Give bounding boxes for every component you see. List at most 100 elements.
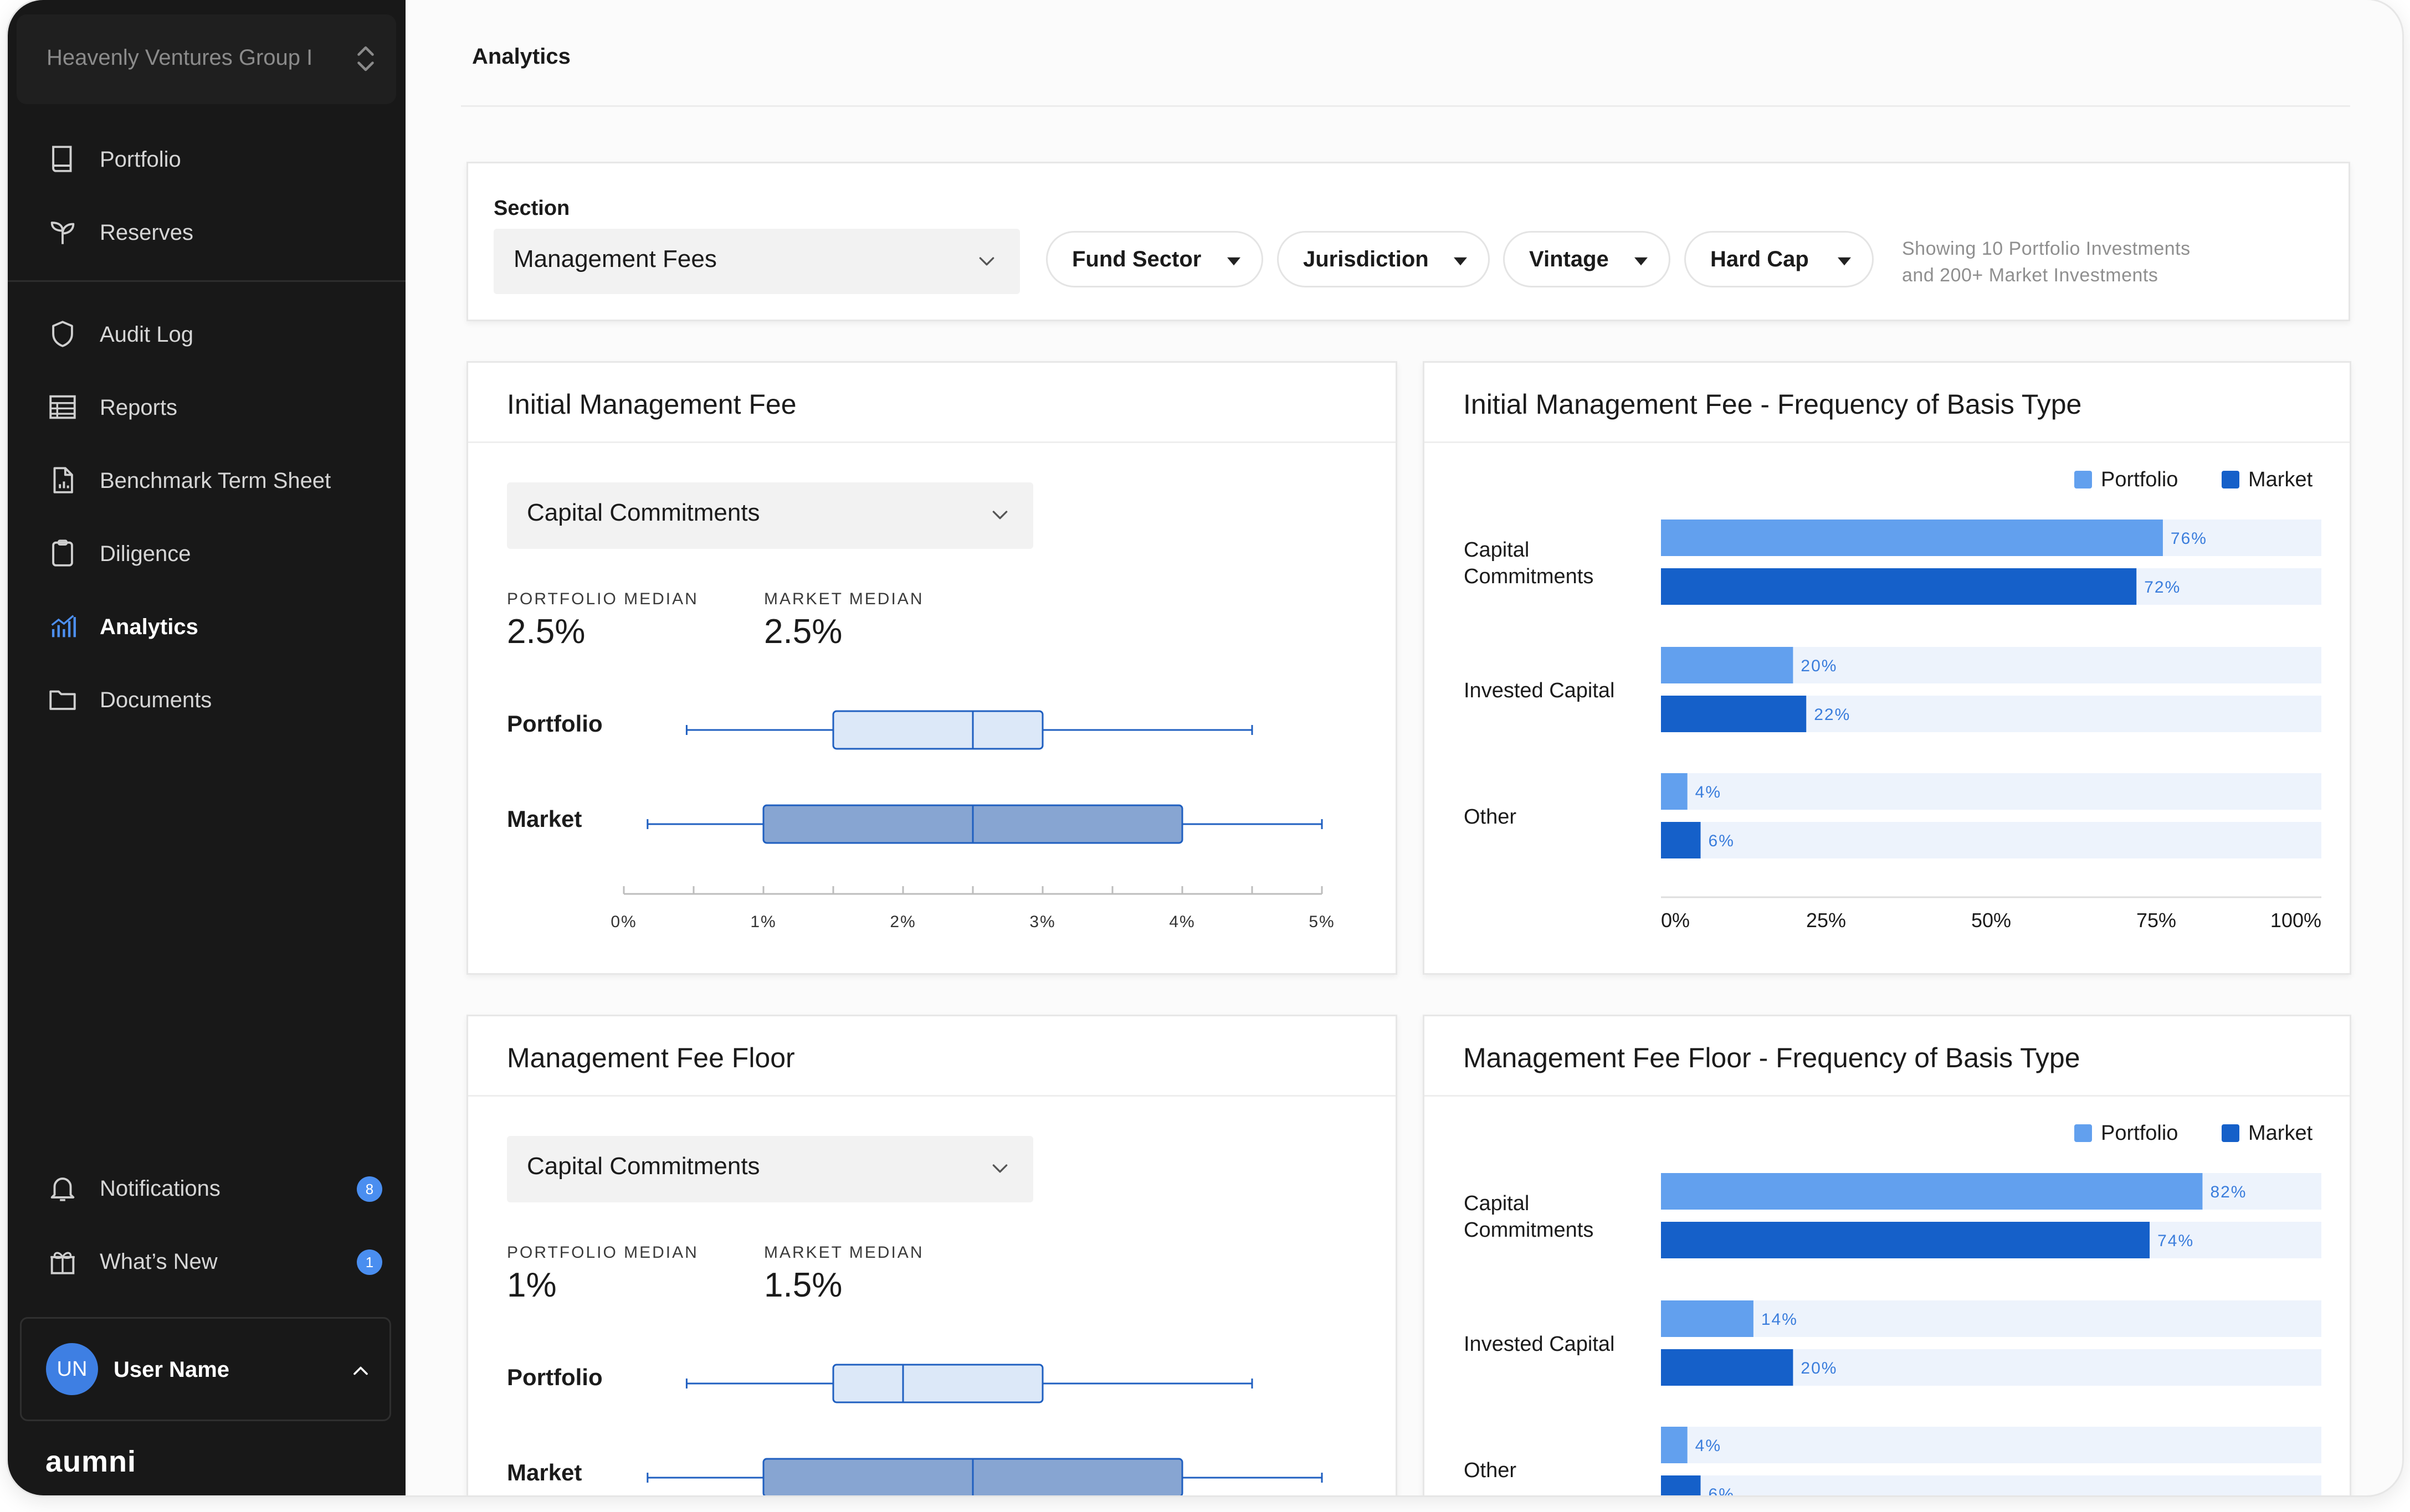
caret-down-icon	[1634, 257, 1648, 266]
legend-label-portfolio: Portfolio	[2101, 468, 2178, 491]
initial-fee-card: Initial Management Fee Capital Commitmen…	[466, 361, 1397, 975]
bar-portfolio	[1661, 1300, 1753, 1337]
card-title: Management Fee Floor	[507, 1042, 795, 1073]
nav-item-whats-new[interactable]: What’s New 1	[8, 1231, 406, 1292]
category-label: Commitments	[1464, 565, 1593, 588]
page-title: Analytics	[472, 44, 571, 69]
fund-sector-filter[interactable]: Fund Sector	[1046, 231, 1263, 287]
hard-cap-filter[interactable]: Hard Cap	[1684, 231, 1874, 287]
caret-down-icon	[1838, 257, 1851, 266]
filter-label: Vintage	[1529, 247, 1609, 271]
category-label: Commitments	[1464, 1218, 1593, 1242]
folder-icon	[49, 690, 76, 710]
nav-item-reports[interactable]: Reports	[8, 377, 406, 438]
iqr-box	[832, 1364, 1044, 1403]
bar-track	[1661, 1427, 2321, 1463]
portfolio-median-value: 1%	[507, 1266, 557, 1304]
legend-label-market: Market	[2248, 1122, 2313, 1145]
nav-item-benchmark-term-sheet[interactable]: Benchmark Term Sheet	[8, 450, 406, 511]
bar-track	[1661, 773, 2321, 810]
bar-portfolio	[1661, 773, 1688, 810]
aumni-logo: aumni	[45, 1445, 137, 1478]
x-tick-label: 25%	[1806, 909, 1846, 932]
legend-swatch-portfolio	[2074, 471, 2092, 488]
fee-floor-boxplot	[647, 1364, 1323, 1495]
row-label-market: Market	[507, 806, 582, 832]
bar-value-label: 72%	[2144, 578, 2181, 596]
card-divider	[1424, 1095, 2350, 1097]
nav-item-diligence[interactable]: Diligence	[8, 523, 406, 584]
section-select[interactable]: Management Fees	[494, 229, 1020, 294]
table-icon	[49, 395, 76, 419]
portfolio-median-label: PORTFOLIO MEDIAN	[507, 590, 699, 608]
bar-track	[1661, 1300, 2321, 1337]
nav-item-portfolio[interactable]: Portfolio	[8, 128, 406, 189]
avatar: UN	[46, 1343, 98, 1395]
nav-item-reserves[interactable]: Reserves	[8, 202, 406, 263]
jurisdiction-filter[interactable]: Jurisdiction	[1277, 231, 1490, 287]
bell-icon	[50, 1177, 75, 1201]
iqr-box	[832, 710, 1044, 750]
legend-label-market: Market	[2248, 468, 2313, 491]
vintage-filter[interactable]: Vintage	[1503, 231, 1670, 287]
category-label: Invested Capital	[1464, 1333, 1615, 1356]
card-divider	[468, 1095, 1396, 1097]
bar-value-label: 4%	[1695, 1437, 1721, 1455]
card-divider	[1424, 441, 2350, 443]
nav-item-documents[interactable]: Documents	[8, 669, 406, 730]
showing-count-text: Showing 10 Portfolio Investments and 200…	[1902, 235, 2191, 289]
legend-swatch-market	[2222, 1124, 2239, 1142]
nav-label: Benchmark Term Sheet	[100, 469, 331, 493]
nav-label: Portfolio	[100, 147, 181, 172]
bar-chart-icon	[51, 615, 76, 637]
basis-select[interactable]: Capital Commitments	[507, 1136, 1033, 1202]
market-median-value: 1.5%	[764, 1266, 843, 1304]
bar-market	[1661, 568, 2137, 605]
bar-market	[1661, 1349, 1793, 1386]
row-label-market: Market	[507, 1459, 582, 1485]
nav-item-analytics[interactable]: Analytics	[8, 596, 406, 657]
card-title: Initial Management Fee - Frequency of Ba…	[1463, 389, 2082, 420]
nav-item-audit-log[interactable]: Audit Log	[8, 304, 406, 364]
app-window: Heavenly Ventures Group I Portfolio Rese…	[8, 0, 2402, 1495]
org-switcher[interactable]: Heavenly Ventures Group I	[17, 14, 396, 104]
legend-label-portfolio: Portfolio	[2101, 1122, 2178, 1145]
book-icon	[52, 146, 72, 172]
basis-select-value: Capital Commitments	[527, 499, 760, 526]
nav-label: Reserves	[100, 220, 193, 245]
nav-label: Notifications	[100, 1176, 221, 1201]
row-label-portfolio: Portfolio	[507, 1364, 603, 1390]
nav-label: Reports	[100, 395, 178, 420]
x-tick-label: 2%	[890, 913, 916, 931]
bar-market	[1661, 696, 1807, 732]
filter-label: Fund Sector	[1072, 247, 1202, 271]
basis-select-value: Capital Commitments	[527, 1153, 760, 1180]
initial-freq-card: Initial Management Fee - Frequency of Ba…	[1423, 361, 2351, 975]
filter-bar: Section Management Fees Fund Sector Juri…	[466, 162, 2350, 321]
sidebar: Heavenly Ventures Group I Portfolio Rese…	[8, 0, 406, 1495]
main-content: Analytics Section Management Fees Fund S…	[406, 0, 2402, 1495]
initial-freq-barchart: Portfolio Market Capital Commitments 76% 72% I…	[1464, 468, 2321, 932]
nav-item-notifications[interactable]: Notifications 8	[8, 1158, 406, 1218]
bar-portfolio	[1661, 647, 1793, 683]
x-tick-label: 3%	[1029, 913, 1055, 931]
legend-swatch-portfolio	[2074, 1124, 2092, 1142]
bar-portfolio	[1661, 1427, 1688, 1463]
notification-count-badge: 8	[357, 1176, 382, 1202]
row-label-portfolio: Portfolio	[507, 711, 603, 737]
market-median-label: MARKET MEDIAN	[764, 590, 924, 608]
market-median-value: 2.5%	[764, 613, 843, 651]
market-median-label: MARKET MEDIAN	[764, 1243, 924, 1262]
showing-line-2: and 200+ Market Investments	[1902, 265, 2158, 286]
bar-track	[1661, 822, 2321, 858]
showing-line-1: Showing 10 Portfolio Investments	[1902, 238, 2191, 259]
chevron-down-icon	[992, 511, 1008, 520]
shield-icon	[52, 321, 73, 347]
basis-select[interactable]: Capital Commitments	[507, 482, 1033, 549]
user-menu[interactable]: UN User Name	[20, 1317, 391, 1421]
category-label: Other	[1464, 1459, 1516, 1482]
legend-swatch-market	[2222, 471, 2239, 488]
user-name: User Name	[114, 1357, 230, 1382]
floor-freq-card: Management Fee Floor - Frequency of Basi…	[1423, 1015, 2351, 1495]
document-chart-icon	[53, 467, 73, 493]
